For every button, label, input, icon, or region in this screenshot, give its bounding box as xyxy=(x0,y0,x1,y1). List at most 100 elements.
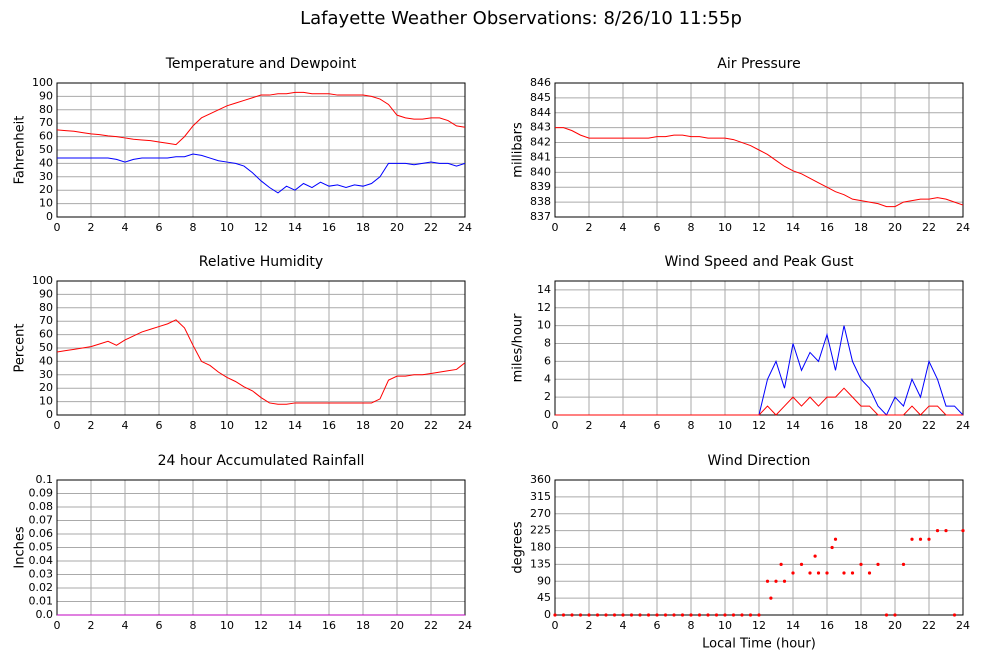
x-tick-label: 0 xyxy=(54,619,61,632)
y-tick-label: 90 xyxy=(39,89,53,102)
y-tick-label: 10 xyxy=(537,319,551,332)
y-tick-label: 90 xyxy=(39,287,53,300)
x-tick-label: 22 xyxy=(424,221,438,234)
x-tick-label: 6 xyxy=(654,221,661,234)
y-tick-label: 0 xyxy=(46,408,53,421)
y-tick-label: 0.03 xyxy=(29,568,54,581)
x-tick-label: 14 xyxy=(786,619,800,632)
x-tick-label: 10 xyxy=(220,419,234,432)
x-tick-label: 4 xyxy=(122,419,129,432)
data-point xyxy=(672,613,676,617)
x-tick-label: 6 xyxy=(654,619,661,632)
y-tick-label: 360 xyxy=(530,473,551,486)
data-point xyxy=(621,613,625,617)
x-tick-label: 12 xyxy=(254,221,268,234)
data-point xyxy=(587,613,591,617)
y-tick-label: 80 xyxy=(39,301,53,314)
x-tick-label: 20 xyxy=(390,419,404,432)
plot-frame xyxy=(56,280,466,416)
data-line xyxy=(555,387,963,416)
x-tick-label: 18 xyxy=(854,221,868,234)
x-tick-label: 10 xyxy=(718,419,732,432)
y-tick-label: 0.06 xyxy=(29,527,54,540)
x-tick-label: 0 xyxy=(552,619,559,632)
data-point xyxy=(757,613,761,617)
data-point xyxy=(918,537,923,541)
y-tick-label: 0.02 xyxy=(29,581,54,594)
y-tick-label: 20 xyxy=(39,183,53,196)
x-tick-label: 12 xyxy=(752,221,766,234)
y-tick-label: 100 xyxy=(32,274,53,287)
y-tick-label: 0.1 xyxy=(36,473,54,486)
y-tick-label: 0.07 xyxy=(29,514,54,527)
x-tick-label: 8 xyxy=(190,619,197,632)
y-axis-label: Inches xyxy=(13,526,28,568)
y-axis-label: miles/hour xyxy=(511,313,526,382)
panel-title: Relative Humidity xyxy=(199,254,323,270)
x-tick-label: 8 xyxy=(688,619,695,632)
y-tick-label: 80 xyxy=(39,103,53,116)
data-point xyxy=(638,613,642,617)
x-tick-label: 0 xyxy=(54,221,61,234)
x-tick-label: 22 xyxy=(424,419,438,432)
data-point xyxy=(782,579,787,583)
y-tick-label: 0.09 xyxy=(29,487,54,500)
data-point xyxy=(842,571,846,575)
data-point xyxy=(791,571,795,575)
x-tick-label: 16 xyxy=(322,221,336,234)
x-tick-label: 16 xyxy=(820,221,834,234)
x-tick-label: 6 xyxy=(156,619,163,632)
data-point xyxy=(867,571,872,575)
y-tick-label: 845 xyxy=(530,91,551,104)
data-point xyxy=(595,613,600,617)
x-tick-label: 18 xyxy=(854,619,868,632)
panel-title: Air Pressure xyxy=(717,56,800,72)
data-point xyxy=(799,562,804,566)
x-tick-label: 24 xyxy=(458,221,472,234)
x-tick-label: 2 xyxy=(88,221,95,234)
data-point xyxy=(893,613,897,617)
y-tick-label: 40 xyxy=(39,354,53,367)
data-line xyxy=(555,127,964,208)
x-tick-label: 14 xyxy=(786,221,800,234)
y-tick-label: 0.0 xyxy=(36,608,54,621)
y-tick-label: 50 xyxy=(39,341,53,354)
y-tick-label: 270 xyxy=(530,507,551,520)
y-tick-label: 60 xyxy=(39,130,53,143)
x-tick-label: 22 xyxy=(424,619,438,632)
y-tick-label: 843 xyxy=(530,121,551,134)
x-tick-label: 6 xyxy=(156,221,163,234)
x-tick-label: 12 xyxy=(254,619,268,632)
data-point xyxy=(779,562,783,566)
data-point xyxy=(612,613,617,617)
x-tick-label: 8 xyxy=(190,419,197,432)
data-point xyxy=(731,613,736,617)
x-tick-label: 22 xyxy=(922,221,936,234)
x-tick-label: 4 xyxy=(620,619,627,632)
x-tick-label: 4 xyxy=(620,419,627,432)
y-tick-label: 0 xyxy=(46,210,53,223)
y-tick-label: 6 xyxy=(544,354,551,367)
y-tick-label: 70 xyxy=(39,116,53,129)
y-tick-label: 10 xyxy=(39,395,53,408)
x-tick-label: 2 xyxy=(88,619,95,632)
y-tick-label: 842 xyxy=(530,136,551,149)
y-tick-label: 225 xyxy=(530,524,551,537)
y-tick-label: 0.01 xyxy=(29,595,54,608)
x-tick-label: 14 xyxy=(288,221,302,234)
y-tick-label: 8 xyxy=(544,337,551,350)
x-tick-label: 2 xyxy=(586,221,593,234)
y-tick-label: 100 xyxy=(32,76,53,89)
x-tick-label: 14 xyxy=(288,419,302,432)
data-point xyxy=(769,596,773,600)
x-tick-label: 12 xyxy=(752,419,766,432)
data-point xyxy=(629,613,634,617)
data-point xyxy=(604,613,608,617)
y-tick-label: 12 xyxy=(537,301,551,314)
data-point xyxy=(748,613,753,617)
data-point xyxy=(646,613,651,617)
x-tick-label: 18 xyxy=(356,221,370,234)
x-tick-label: 4 xyxy=(122,619,129,632)
data-point xyxy=(830,545,834,550)
x-tick-label: 24 xyxy=(956,221,970,234)
